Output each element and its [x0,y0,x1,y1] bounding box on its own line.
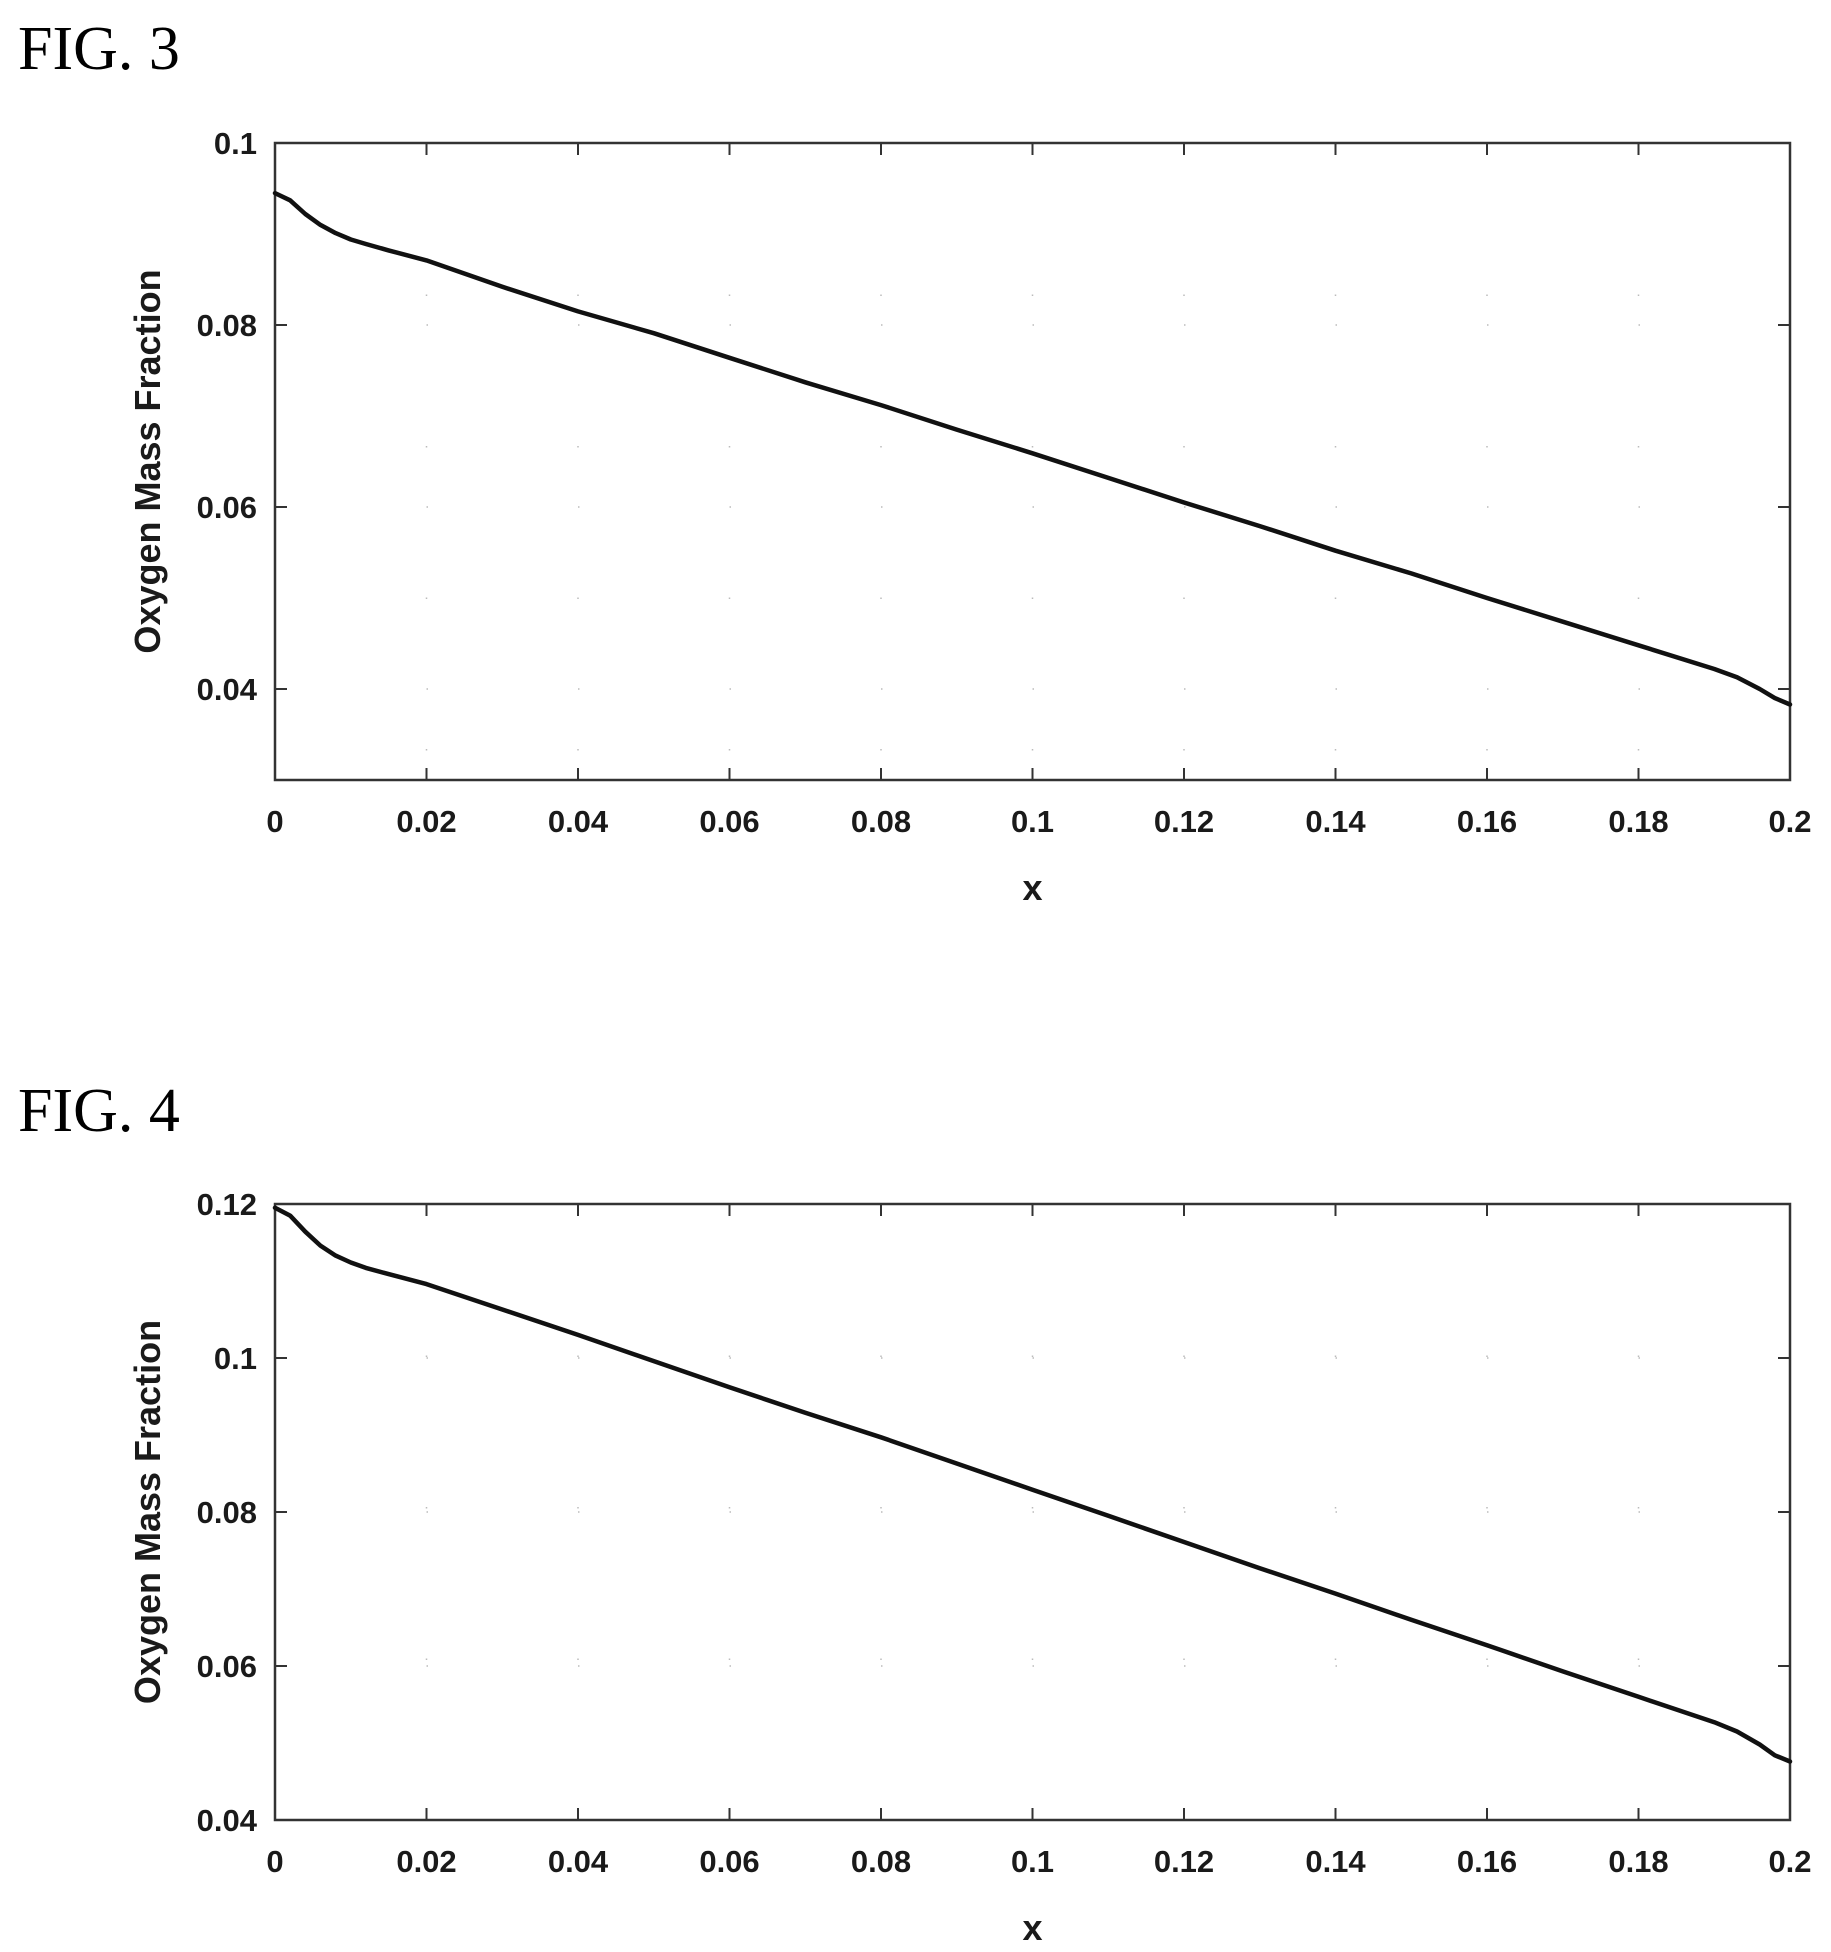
chart-fig-4-y-tick-label: 0.04 [197,1803,258,1838]
chart-fig-4-y-tick-label: 0.1 [214,1341,257,1376]
chart-fig-3-x-tick-label: 0 [266,804,283,839]
chart-fig-4-series-line-0 [272,1205,1793,1764]
chart-fig-3-y-tick-label: 0.06 [197,490,257,525]
chart-fig-4-x-tick-label: 0.16 [1457,1844,1517,1879]
chart-fig-3-y-axis-label: Oxygen Mass Fraction [127,269,168,653]
chart-fig-3-x-tick-label: 0.12 [1154,804,1214,839]
chart-fig-3-x-tick-label: 0.02 [396,804,456,839]
chart-fig-3-y-tick-label: 0.08 [197,308,257,343]
chart-fig-4-x-axis-label: x [1022,1907,1042,1948]
chart-fig-3: 0 0.02 0.04 0.06 0.08 0.1 0.12 0.14 0.16 0.18 0.2 0… [127,126,1812,908]
chart-fig-3-x-tick-label: 0.14 [1305,804,1366,839]
chart-fig-3-x-tick-label: 0.18 [1608,804,1668,839]
chart-fig-3-y-tick-label: 0.1 [214,126,257,161]
chart-fig-4-x-tick-label: 0.02 [396,1844,456,1879]
chart-fig-3-x-tick-label: 0.08 [851,804,911,839]
chart-fig-3-x-tick-label: 0.04 [548,804,609,839]
chart-fig-3-x-tick-label: 0.2 [1768,804,1811,839]
figure-label-fig-4: FIG. 4 [18,1077,180,1145]
chart-fig-4-x-tick-label: 0.14 [1305,1844,1366,1879]
chart-fig-4-y-tick-label: 0.06 [197,1649,257,1684]
figure-label-fig-3: FIG. 3 [18,15,180,83]
chart-fig-4-x-tick-label: 0.08 [851,1844,911,1879]
chart-fig-4-x-tick-label: 0 [266,1844,283,1879]
chart-fig-4-x-tick-label: 0.2 [1768,1844,1811,1879]
chart-fig-4-y-tick-label: 0.12 [197,1187,257,1222]
chart-fig-3-x-tick-label: 0.1 [1011,804,1054,839]
chart-fig-4-x-tick-label: 0.18 [1608,1844,1668,1879]
chart-fig-4-x-tick-label: 0.06 [699,1844,759,1879]
chart-fig-4-x-tick-label: 0.04 [548,1844,609,1879]
chart-fig-3-x-tick-label: 0.06 [699,804,759,839]
chart-fig-3-x-tick-label: 0.16 [1457,804,1517,839]
chart-fig-3-x-axis-label: x [1022,867,1042,908]
chart-fig-4-x-tick-label: 0.12 [1154,1844,1214,1879]
chart-fig-4-x-tick-label: 0.1 [1011,1844,1054,1879]
chart-fig-4-y-tick-label: 0.08 [197,1495,257,1530]
chart-fig-3-y-tick-label: 0.04 [197,672,258,707]
chart-fig-4-y-axis-label: Oxygen Mass Fraction [127,1320,168,1704]
chart-fig-3-series-line-0 [272,190,1793,707]
